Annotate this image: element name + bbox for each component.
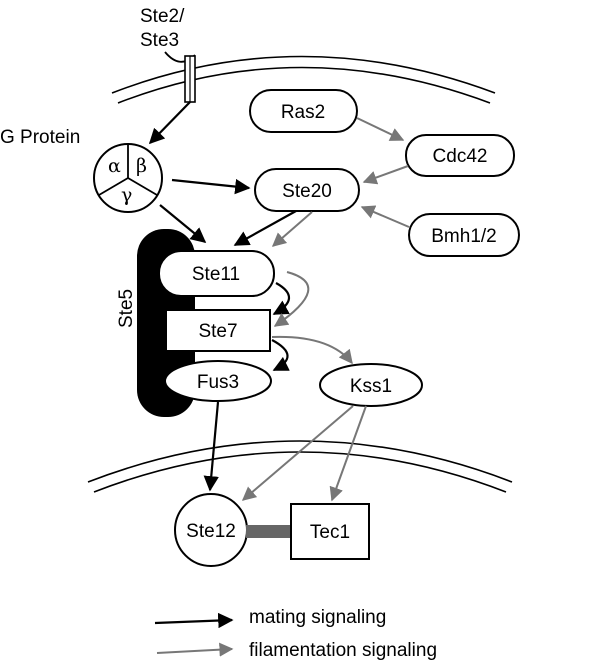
arrow-ste20-to-ste11 — [233, 210, 297, 246]
arrow-ste7-to-kss1 — [271, 335, 353, 365]
ste7-node: Ste7 — [165, 309, 271, 352]
kss1-node: Kss1 — [319, 363, 423, 407]
legend-filamentation-label: filamentation signaling — [249, 640, 437, 661]
arrow-fus3-to-ste12 — [203, 401, 220, 492]
arrow-ras2-to-cdc42 — [356, 117, 405, 141]
legend-mating-label: mating signaling — [249, 607, 386, 628]
receptor-label-line2: Ste3 — [140, 30, 179, 51]
arrow-receptor-to-gprotein — [148, 101, 191, 145]
nuclear-membrane — [87, 440, 513, 493]
receptor-label-line1: Ste2/ — [140, 6, 185, 27]
fus3-label: Fus3 — [197, 372, 239, 393]
g-protein-label: G Protein — [0, 127, 80, 148]
g-protein: G Protein α β γ — [0, 127, 163, 213]
arrow-ste20-to-ste11-filamentation — [271, 211, 313, 247]
arrow-cdc42-to-ste20 — [362, 165, 409, 185]
ste20-label: Ste20 — [282, 181, 332, 202]
bmh-node: Bmh1/2 — [408, 213, 520, 257]
tec1-node: Tec1 — [290, 503, 370, 560]
legend-mating-arrow — [154, 612, 234, 629]
arrow-ste7-to-fus3 — [271, 339, 290, 371]
arrow-gprotein-to-ste11 — [159, 204, 207, 243]
arrow-kss1-to-tec1 — [329, 405, 367, 502]
ste11-label: Ste11 — [192, 264, 240, 285]
kss1-label: Kss1 — [350, 376, 392, 397]
alpha-subunit-label: α — [108, 155, 121, 177]
arrow-kss1-to-ste12 — [241, 405, 354, 501]
ras2-label: Ras2 — [281, 102, 325, 123]
arrow-gprotein-to-ste20 — [171, 178, 251, 195]
cdc42-node: Cdc42 — [405, 134, 515, 177]
legend: mating signaling filamentation signaling — [154, 607, 437, 661]
receptor-ste2-ste3: Ste2/ Ste3 — [140, 6, 196, 103]
gamma-subunit-label: γ — [121, 184, 132, 206]
arrow-ste11-to-ste7 — [272, 282, 291, 315]
fus3-node: Fus3 — [164, 360, 272, 402]
ste12-node: Ste12 — [174, 493, 248, 567]
arrow-bmh-to-ste20 — [360, 205, 410, 228]
tec1-label: Tec1 — [310, 522, 350, 543]
ste7-label: Ste7 — [198, 321, 237, 342]
filamentation-arrows — [241, 117, 410, 502]
beta-subunit-label: β — [136, 155, 147, 177]
ras2-node: Ras2 — [249, 89, 358, 133]
ste20-node: Ste20 — [254, 168, 360, 212]
cdc42-label: Cdc42 — [433, 146, 488, 167]
legend-filamentation-arrow — [156, 642, 234, 657]
arrow-ste11-to-ste7-filamentation — [273, 271, 310, 327]
ste11-node: Ste11 — [158, 250, 275, 297]
ste5-label: Ste5 — [116, 289, 137, 328]
bmh-label: Bmh1/2 — [431, 226, 496, 247]
mating-arrows — [148, 101, 297, 492]
ste12-tec1-link — [246, 525, 291, 538]
plasma-membrane — [111, 55, 496, 104]
ste12-label: Ste12 — [186, 521, 236, 542]
